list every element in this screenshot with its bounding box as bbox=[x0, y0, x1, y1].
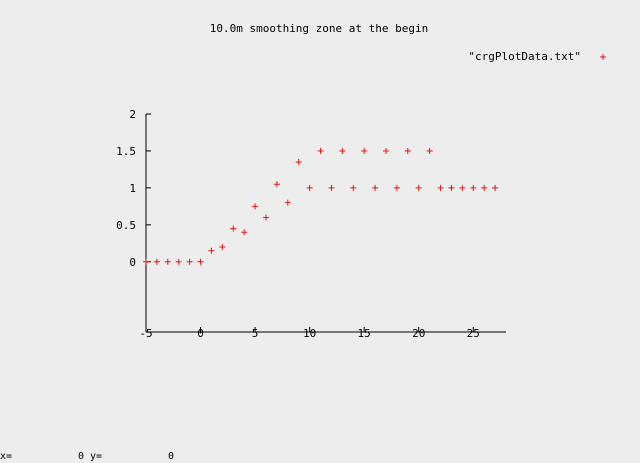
legend: "crgPlotData.txt" bbox=[468, 50, 606, 63]
data-point bbox=[404, 147, 411, 154]
data-point bbox=[415, 184, 422, 191]
data-points bbox=[143, 147, 499, 265]
data-point bbox=[230, 225, 237, 232]
y-tick-label: 2 bbox=[129, 108, 136, 121]
data-point bbox=[164, 258, 171, 265]
legend-marker bbox=[600, 54, 606, 60]
data-point bbox=[273, 181, 280, 188]
y-axis-ticks: 0 0.5 1 1.5 2 bbox=[116, 108, 151, 269]
data-point bbox=[208, 247, 215, 254]
x-axis-ticks: -5 0 5 10 15 20 25 bbox=[139, 327, 480, 340]
y-tick-label: 0.5 bbox=[116, 219, 136, 232]
status-x-label: x= bbox=[0, 451, 13, 462]
y-tick-label: 1.5 bbox=[116, 145, 136, 158]
legend-marker-plus bbox=[600, 54, 606, 60]
status-y-value: 0 bbox=[168, 451, 175, 462]
status-x-value: 0 bbox=[78, 451, 85, 462]
x-tick-label: -5 bbox=[139, 327, 152, 340]
data-point bbox=[339, 147, 346, 154]
data-point bbox=[295, 159, 302, 166]
data-point bbox=[241, 229, 248, 236]
data-point bbox=[328, 184, 335, 191]
status-y-label: y= bbox=[90, 451, 103, 462]
x-tick-label: 25 bbox=[467, 327, 480, 340]
x-tick-label: 20 bbox=[412, 327, 425, 340]
data-point bbox=[197, 258, 204, 265]
data-point bbox=[448, 184, 455, 191]
data-point bbox=[186, 258, 193, 265]
x-tick-label: 5 bbox=[252, 327, 259, 340]
data-point bbox=[459, 184, 466, 191]
axes bbox=[145, 114, 506, 333]
data-point bbox=[219, 244, 226, 251]
data-point bbox=[252, 203, 259, 210]
data-point bbox=[175, 258, 182, 265]
x-tick-label: 15 bbox=[358, 327, 371, 340]
data-point bbox=[143, 258, 149, 265]
data-point bbox=[437, 184, 444, 191]
data-point bbox=[426, 147, 433, 154]
data-point bbox=[492, 184, 499, 191]
data-point bbox=[372, 184, 379, 191]
x-tick-label: 0 bbox=[197, 327, 204, 340]
legend-entry-label: "crgPlotData.txt" bbox=[468, 50, 581, 63]
data-point bbox=[153, 258, 160, 265]
data-point bbox=[470, 184, 477, 191]
y-tick-label: 1 bbox=[129, 182, 136, 195]
data-point bbox=[350, 184, 357, 191]
data-point bbox=[393, 184, 400, 191]
data-point bbox=[481, 184, 488, 191]
x-tick-label: 10 bbox=[303, 327, 316, 340]
data-point bbox=[306, 184, 313, 191]
data-point bbox=[383, 147, 389, 154]
data-point bbox=[263, 214, 269, 221]
chart-title: 10.0m smoothing zone at the begin bbox=[210, 22, 429, 35]
data-point bbox=[317, 147, 324, 154]
y-tick-label: 0 bbox=[129, 256, 136, 269]
data-point bbox=[284, 199, 291, 206]
data-point bbox=[361, 147, 368, 154]
